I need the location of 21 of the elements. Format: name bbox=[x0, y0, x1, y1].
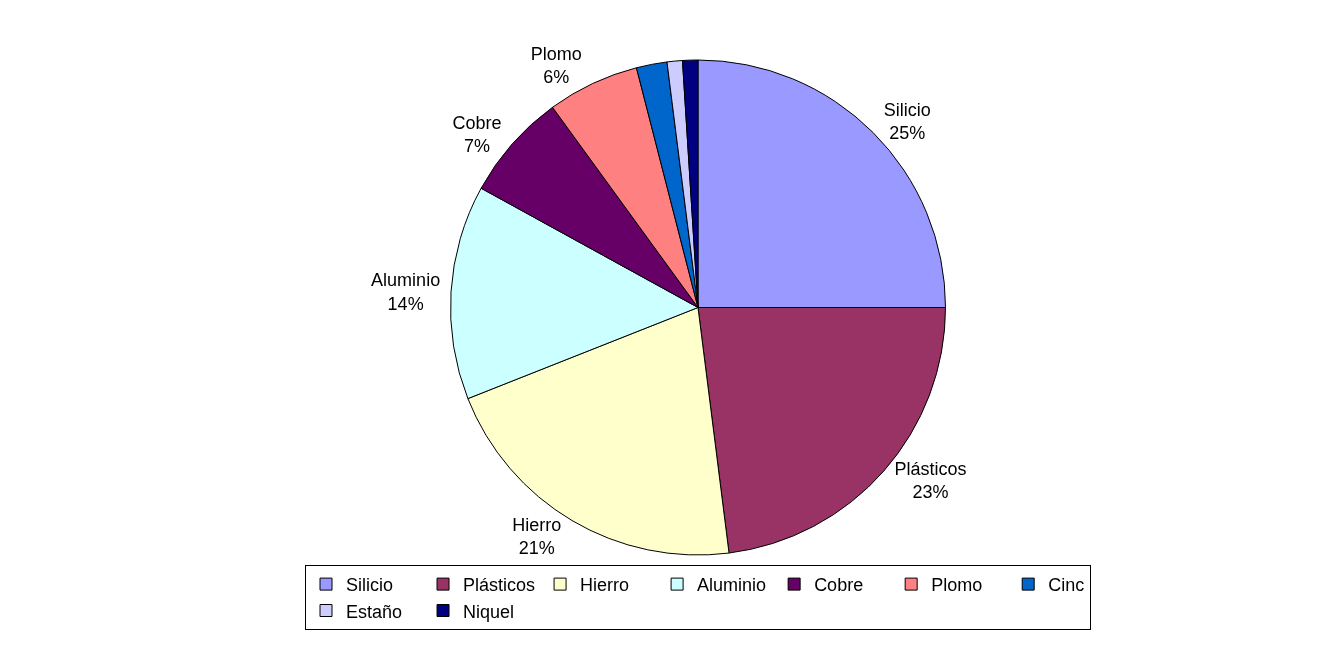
legend-label: Cinc bbox=[1048, 575, 1085, 596]
legend-label: Silicio bbox=[346, 575, 394, 596]
data-label: 21% bbox=[518, 538, 555, 559]
slice-label: Hierro bbox=[512, 514, 562, 535]
legend-label: Aluminio bbox=[697, 575, 767, 596]
slice-label: Plomo bbox=[530, 44, 582, 65]
data-label: 14% bbox=[387, 293, 424, 314]
legend-label: Plásticos bbox=[463, 575, 536, 596]
legend-label: Hierro bbox=[580, 575, 630, 596]
legend-label: Niquel bbox=[463, 601, 515, 622]
legend-label: Plomo bbox=[931, 575, 983, 596]
data-label: 6% bbox=[543, 67, 570, 88]
slice-label: Cobre bbox=[452, 112, 502, 133]
data-label: 7% bbox=[463, 136, 490, 157]
data-label: 25% bbox=[889, 123, 926, 144]
legend-label: Estaño bbox=[346, 601, 403, 622]
slice-label: Silicio bbox=[883, 99, 931, 120]
slice-label: Aluminio bbox=[371, 270, 441, 291]
data-label: 23% bbox=[912, 482, 949, 503]
legend-label: Cobre bbox=[814, 575, 864, 596]
slice-label: Plásticos bbox=[894, 458, 967, 479]
